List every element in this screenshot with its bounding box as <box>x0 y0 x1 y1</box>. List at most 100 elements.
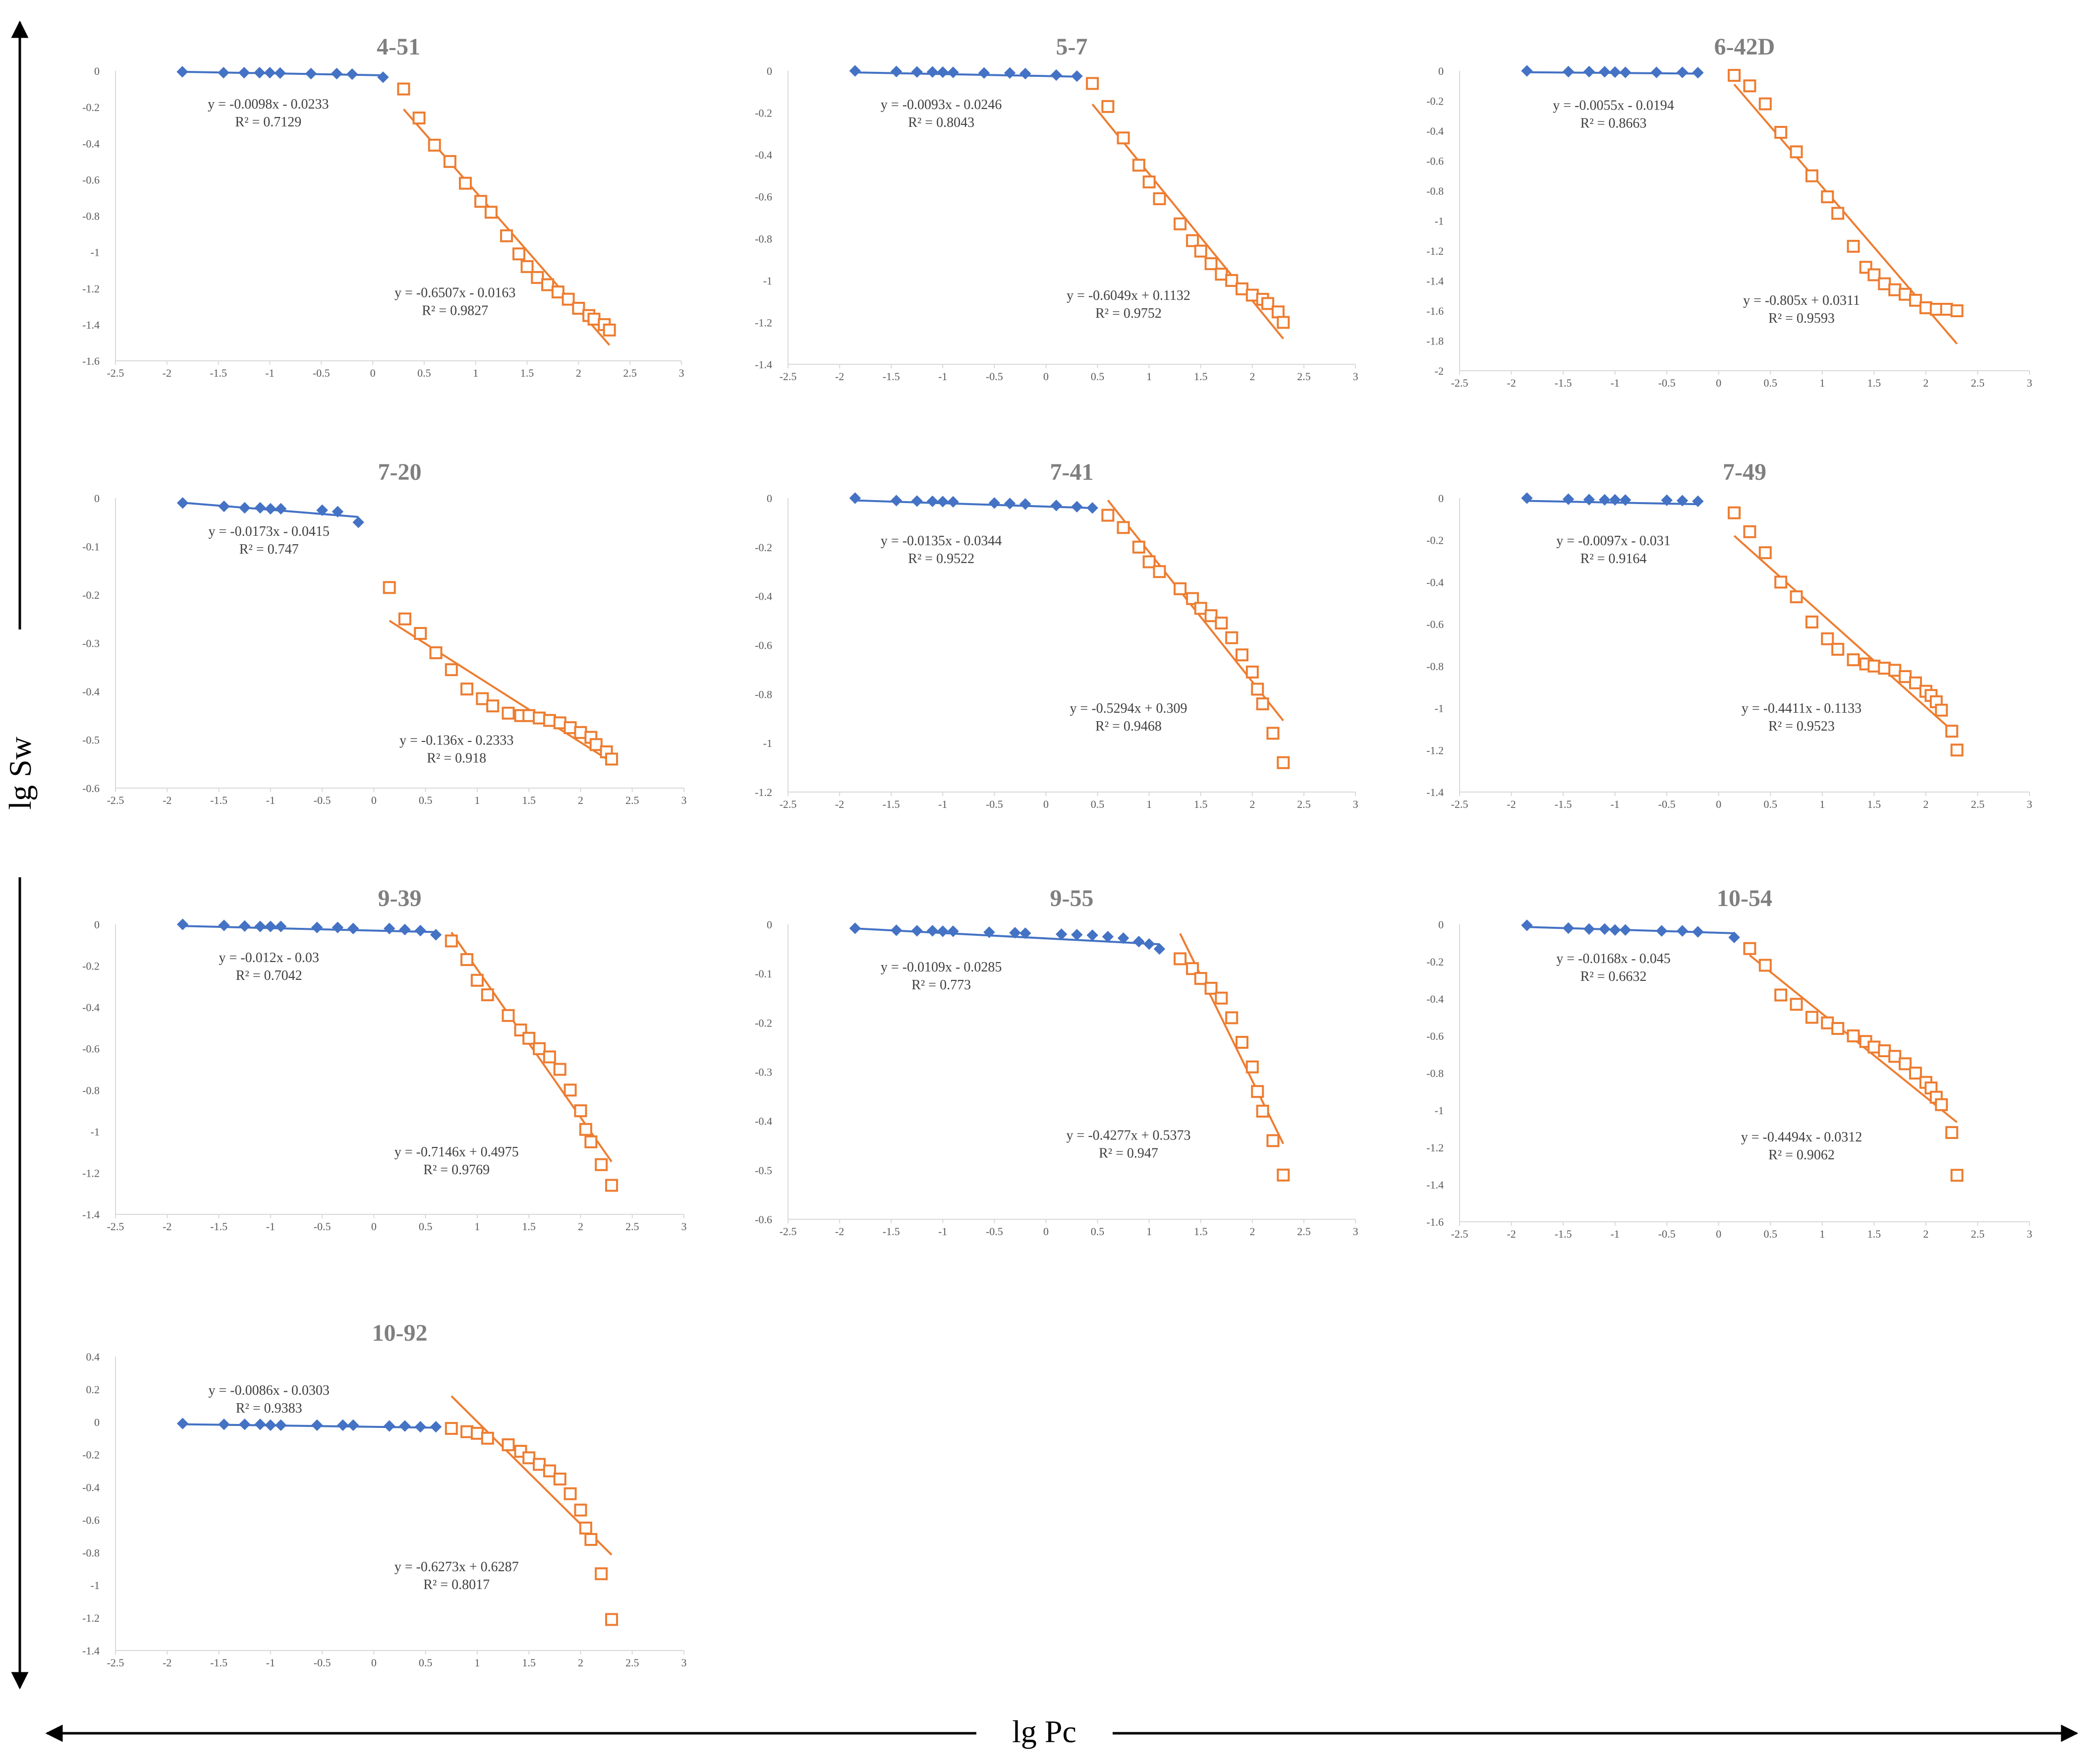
data-point-low-pressure <box>414 1421 426 1433</box>
x-tick-label: -1.5 <box>210 367 227 379</box>
x-tick-label: 2 <box>578 1656 583 1669</box>
trendline-r-squared: R² = 0.9468 <box>1095 719 1162 734</box>
x-tick-label: -2.5 <box>107 1220 124 1233</box>
y-tick-label: -0.8 <box>755 232 772 245</box>
panel-7-49: 7-49 -2.5 -2 -1.5 -1 -0.5 0 0.5 1 1.5 2 2.5 3 0 -0.2 -0… <box>1426 459 2032 810</box>
data-point-low-pressure <box>347 1419 359 1431</box>
data-point-low-pressure <box>1676 66 1689 78</box>
y-axis-label: lg Sw <box>2 737 38 810</box>
data-point-low-pressure <box>1599 494 1611 506</box>
data-point-high-pressure <box>572 301 585 315</box>
y-tick-label: -0.2 <box>82 101 100 114</box>
y-tick-label: 0 <box>94 1416 100 1428</box>
x-tick-label: 2 <box>578 794 583 806</box>
data-point-high-pressure <box>1847 653 1860 667</box>
x-tick-label: -2.5 <box>780 1225 797 1238</box>
data-point-high-pressure <box>1805 615 1818 628</box>
data-point-high-pressure <box>1251 683 1264 696</box>
data-point-high-pressure <box>1245 665 1259 679</box>
data-point-low-pressure <box>1050 500 1062 512</box>
data-point-high-pressure <box>1774 126 1788 139</box>
x-tick-label: 1.5 <box>522 794 536 806</box>
data-point-low-pressure <box>1071 929 1083 941</box>
x-tick-label: -1.5 <box>883 798 900 810</box>
data-point-high-pressure <box>1266 727 1280 740</box>
y-tick-label: -0.4 <box>1426 125 1444 137</box>
x-tick-label: 0.5 <box>1764 798 1778 810</box>
data-point-low-pressure <box>347 922 359 935</box>
x-tick-label: -0.5 <box>1658 377 1676 389</box>
x-axis-label: lg Pc <box>1012 1714 1076 1749</box>
data-point-high-pressure <box>428 138 441 152</box>
x-tick-label: 3 <box>681 1220 687 1233</box>
y-tick-label: -0.3 <box>82 637 100 650</box>
data-point-low-pressure <box>937 925 949 937</box>
data-point-low-pressure <box>399 923 411 936</box>
x-tick-label: -2 <box>1507 1228 1516 1240</box>
data-point-high-pressure <box>1256 1104 1269 1118</box>
y-tick-label: -0.8 <box>82 210 100 223</box>
x-tick-label: -2 <box>835 1225 844 1238</box>
y-tick-label: -0.6 <box>1426 618 1444 630</box>
y-tick-label: -0.5 <box>82 734 100 746</box>
data-point-low-pressure <box>399 1420 411 1432</box>
panel-5-7: 5-7 -2.5 -2 -1.5 -1 -0.5 0 0.5 1 1.5 2 2.5 3 0 -0.2 -0.… <box>755 34 1358 383</box>
data-point-high-pressure <box>533 1042 546 1055</box>
data-point-high-pressure <box>1101 100 1115 113</box>
x-tick-label: -1 <box>938 1225 947 1238</box>
y-tick-label: -1 <box>1435 702 1444 715</box>
data-point-high-pressure <box>1174 582 1187 595</box>
data-point-low-pressure <box>983 926 995 938</box>
data-point-high-pressure <box>522 1451 536 1465</box>
x-tick-label: -1 <box>266 1656 275 1669</box>
data-point-high-pressure <box>460 1425 474 1438</box>
y-tick-label: 0 <box>1438 65 1444 77</box>
x-tick-label: 1 <box>1146 798 1152 810</box>
data-point-high-pressure <box>445 1422 458 1435</box>
x-tick-label: 1.5 <box>520 367 534 379</box>
data-point-low-pressure <box>1009 927 1021 939</box>
data-point-high-pressure <box>474 195 488 208</box>
data-point-low-pressure <box>890 924 902 936</box>
y-tick-label: -0.2 <box>82 1449 100 1461</box>
trendline-r-squared: R² = 0.8663 <box>1580 116 1647 131</box>
trendline-equation: y = -0.4411x - 0.1133 <box>1742 701 1861 716</box>
trendline-r-squared: R² = 0.9752 <box>1095 306 1162 321</box>
trendline-r-squared: R² = 0.9383 <box>236 1401 302 1416</box>
data-point-high-pressure <box>443 155 456 168</box>
x-tick-label: -1.5 <box>210 1656 227 1669</box>
x-tick-label: -2 <box>1507 798 1516 810</box>
data-point-low-pressure <box>176 497 189 509</box>
data-point-high-pressure <box>1153 565 1166 578</box>
data-point-high-pressure <box>1867 1040 1881 1054</box>
y-tick-label: -0.1 <box>82 541 100 553</box>
data-point-low-pressure <box>311 921 323 933</box>
data-point-low-pressure <box>265 920 277 932</box>
data-point-low-pressure <box>218 66 229 79</box>
data-point-low-pressure <box>176 66 188 78</box>
x-tick-label: 3 <box>679 367 684 379</box>
data-point-high-pressure <box>1225 631 1239 644</box>
data-point-high-pressure <box>1888 283 1902 296</box>
x-tick-label: 0 <box>1043 1225 1049 1238</box>
trendline-r-squared: R² = 0.918 <box>427 750 486 766</box>
x-tick-label: 0.5 <box>1764 377 1778 389</box>
x-tick-label: 3 <box>681 794 687 806</box>
data-point-low-pressure <box>383 922 395 935</box>
data-point-low-pressure <box>1521 492 1533 504</box>
data-point-low-pressure <box>978 67 990 79</box>
y-tick-label: -0.4 <box>755 590 772 603</box>
x-tick-label: -1.5 <box>210 794 227 806</box>
data-point-high-pressure <box>1215 617 1228 630</box>
data-point-high-pressure <box>1758 959 1772 972</box>
x-tick-label: -2 <box>163 367 171 379</box>
y-tick-label: -1.6 <box>82 355 100 367</box>
x-tick-label: 2.5 <box>625 1656 639 1669</box>
data-point-low-pressure <box>383 1420 395 1432</box>
data-point-high-pressure <box>1132 540 1145 554</box>
data-point-high-pressure <box>605 1179 619 1192</box>
data-point-low-pressure <box>1692 926 1704 938</box>
trendline-r-squared: R² = 0.9593 <box>1768 311 1835 326</box>
x-tick-label: 1.5 <box>1194 1225 1208 1238</box>
trendline-r-squared: R² = 0.747 <box>239 542 299 557</box>
